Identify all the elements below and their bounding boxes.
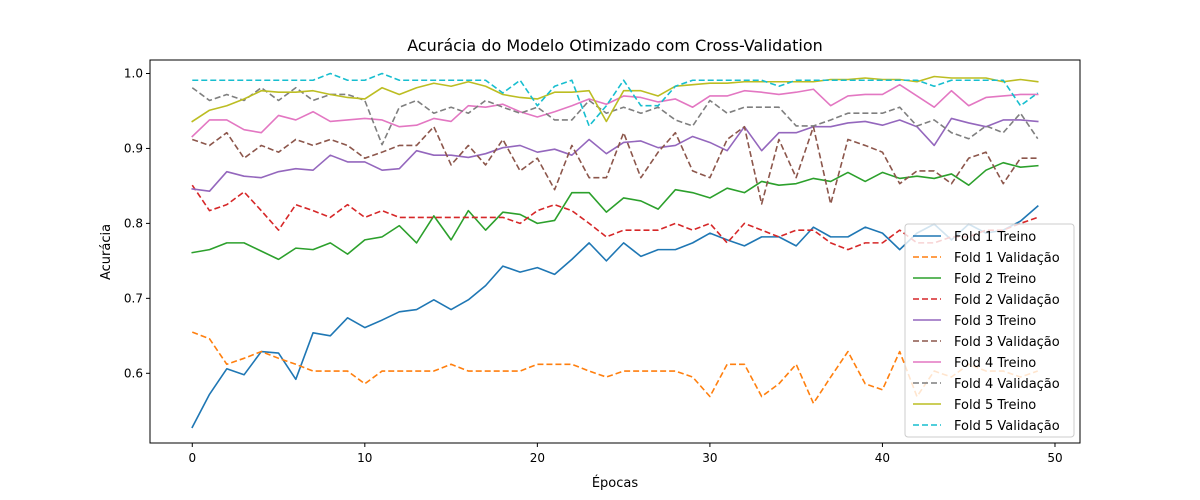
- legend-label-1: Fold 1 Treino: [954, 230, 1036, 245]
- y-tick-label: 1.0: [124, 66, 143, 80]
- y-tick-label: 0.8: [124, 216, 143, 230]
- series-line-2: [191, 331, 1038, 405]
- legend-label-6: Fold 3 Validação: [954, 335, 1060, 350]
- y-tick-label: 0.9: [124, 141, 143, 155]
- series-line-1: [191, 205, 1039, 429]
- x-tick-label: 50: [1047, 451, 1062, 465]
- series-layer: [191, 72, 1039, 429]
- series-line-5: [191, 117, 1039, 192]
- series-line-10: [192, 72, 1039, 127]
- y-tick-label: 0.6: [124, 366, 143, 380]
- legend-label-2: Fold 1 Validação: [954, 251, 1060, 266]
- legend-label-4: Fold 2 Validação: [954, 293, 1060, 308]
- series-line-7: [191, 83, 1039, 138]
- legend-label-10: Fold 5 Validação: [954, 419, 1060, 434]
- legend-label-9: Fold 5 Treino: [954, 398, 1036, 413]
- legend-label-5: Fold 3 Treino: [954, 314, 1036, 329]
- x-tick-label: 20: [530, 451, 545, 465]
- series-line-4: [191, 184, 1038, 251]
- series-line-6: [192, 125, 1038, 205]
- legend-box: [904, 223, 1075, 438]
- x-axis-label: Épocas: [592, 475, 639, 491]
- legend: Fold 1 Treino Fold 1 Validação Fold 2 Trei…: [904, 223, 1075, 438]
- legend-label-8: Fold 4 Validação: [954, 377, 1060, 392]
- y-axis-label: Acurácia: [99, 224, 114, 280]
- legend-items: Fold 1 Treino Fold 1 Validação Fold 2 Trei…: [913, 230, 1060, 434]
- plot-frame: [149, 59, 1081, 444]
- y-tick-label: 0.7: [124, 291, 143, 305]
- legend-label-7: Fold 4 Treino: [954, 356, 1036, 371]
- legend-label-3: Fold 2 Treino: [954, 272, 1036, 287]
- x-tick-label: 30: [702, 451, 717, 465]
- x-tick-label: 0: [188, 451, 196, 465]
- x-tick-label: 40: [875, 451, 890, 465]
- chart-title: Acurácia do Modelo Otimizado com Cross-V…: [407, 36, 823, 55]
- x-axis: 0 10 20 30 40 50: [188, 443, 1063, 465]
- x-tick-label: 10: [357, 451, 372, 465]
- y-axis: 0.6 0.7 0.8 0.9 1.0: [124, 66, 150, 380]
